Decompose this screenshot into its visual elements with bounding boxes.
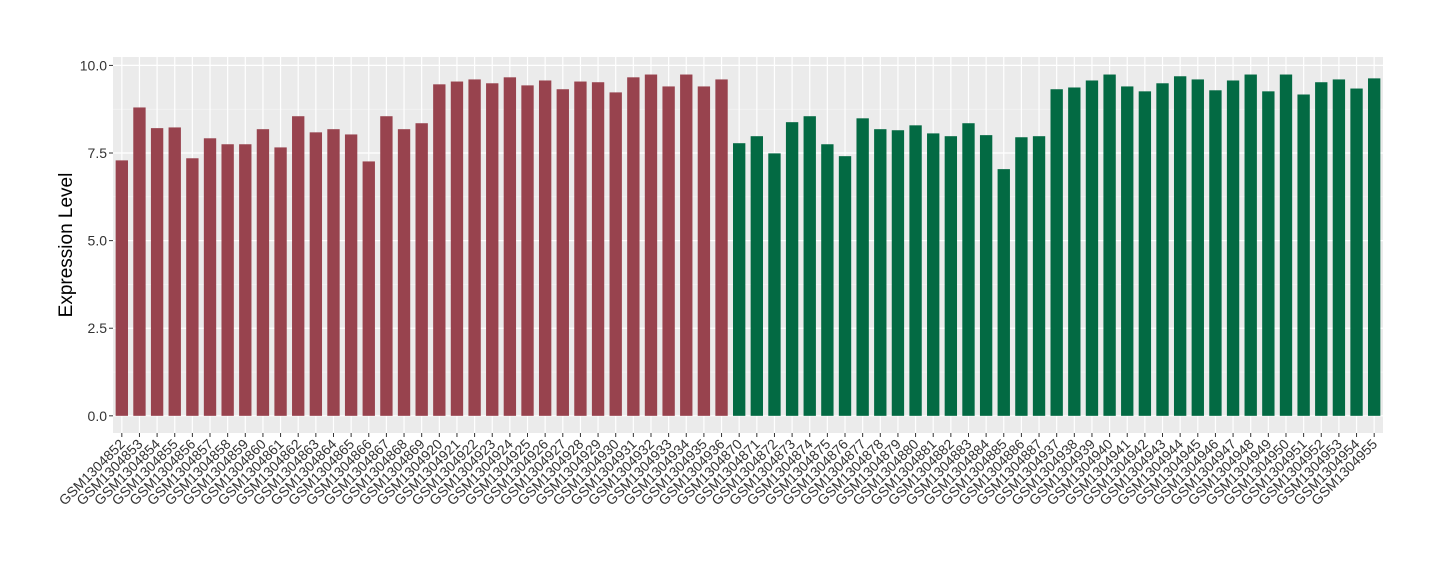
bar <box>133 107 146 416</box>
bar <box>362 161 375 416</box>
bar <box>203 138 217 416</box>
bar <box>803 116 816 416</box>
bar <box>856 118 869 416</box>
bar <box>1068 87 1081 416</box>
y-tick-label: 5.0 <box>88 233 108 249</box>
bar <box>697 86 711 416</box>
bar <box>115 160 128 416</box>
bar <box>1350 88 1363 416</box>
y-axis-title: Expression Level <box>56 173 77 318</box>
y-tick-label: 10.0 <box>80 57 107 73</box>
bar <box>1085 80 1099 416</box>
bar <box>591 82 605 416</box>
bar <box>909 125 922 416</box>
y-tick-label: 7.5 <box>88 145 108 161</box>
bar <box>168 127 181 416</box>
bar <box>1315 82 1328 416</box>
bar <box>979 135 993 416</box>
bar <box>574 81 587 416</box>
bar <box>239 144 252 416</box>
bar <box>927 133 940 416</box>
bar <box>397 129 411 416</box>
bar <box>1032 136 1046 416</box>
bar <box>538 80 552 416</box>
bar <box>486 83 499 416</box>
bar <box>256 129 270 416</box>
bar <box>150 128 164 416</box>
bar <box>274 147 287 416</box>
bar <box>715 79 728 416</box>
bar <box>821 144 834 416</box>
bar <box>1244 74 1257 416</box>
bar <box>1297 94 1310 416</box>
bar <box>962 123 975 416</box>
panel <box>113 57 1383 433</box>
bar <box>503 77 517 416</box>
bar <box>874 129 887 416</box>
bar <box>662 86 675 416</box>
y-tick-label: 2.5 <box>88 320 108 336</box>
bar <box>891 130 905 416</box>
bar <box>1015 137 1028 416</box>
bar <box>944 136 958 416</box>
bar <box>838 156 852 416</box>
bar <box>768 153 781 416</box>
bar <box>750 136 763 416</box>
bar <box>1332 79 1346 416</box>
bar <box>680 74 693 416</box>
bar <box>1262 91 1275 416</box>
y-tick-label: 0.0 <box>88 408 108 424</box>
bar <box>1121 86 1134 416</box>
bar <box>609 92 622 416</box>
bar <box>521 85 534 416</box>
bar <box>415 123 428 416</box>
bar <box>327 129 340 416</box>
bar <box>1226 80 1240 416</box>
bar <box>1173 76 1187 416</box>
bar <box>556 89 569 416</box>
bar <box>1368 78 1381 416</box>
bar <box>433 84 446 416</box>
bar <box>1279 74 1293 416</box>
bar <box>1103 74 1116 416</box>
bar <box>1050 89 1063 416</box>
bar <box>380 116 393 416</box>
bar <box>344 134 358 416</box>
bar <box>468 79 481 416</box>
bar <box>221 144 234 416</box>
bar <box>292 116 305 416</box>
bar <box>785 122 799 416</box>
bar <box>644 74 658 416</box>
bar <box>309 132 323 416</box>
bar <box>1209 90 1222 416</box>
bar <box>997 169 1010 416</box>
bar <box>1138 91 1152 416</box>
bar <box>733 143 746 416</box>
bar <box>1156 83 1169 416</box>
bar <box>186 158 199 416</box>
bar <box>450 81 464 416</box>
bar <box>627 77 640 416</box>
bar <box>1191 79 1204 416</box>
